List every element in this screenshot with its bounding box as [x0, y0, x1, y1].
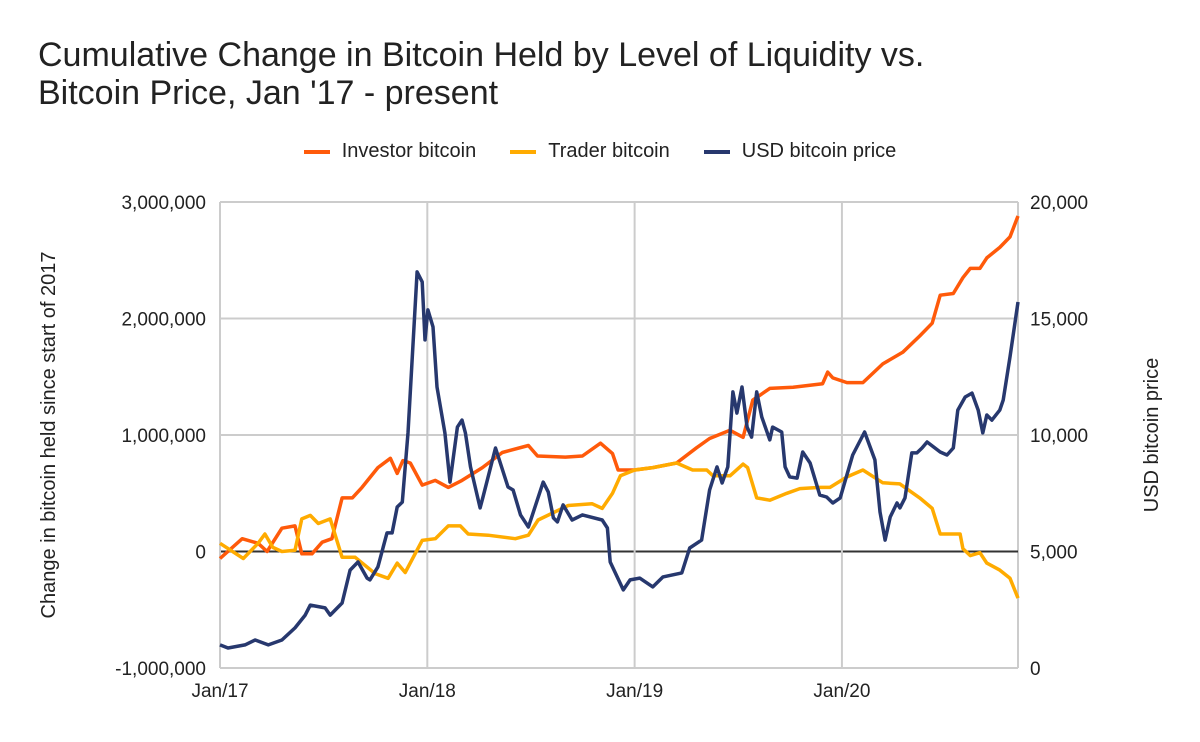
y2-tick-label: 0 — [1030, 659, 1041, 680]
x-tick-label: Jan/18 — [399, 681, 456, 702]
legend-label-price: USD bitcoin price — [741, 140, 897, 162]
gridlines — [219, 201, 1019, 669]
chart-title-line-1: Cumulative Change in Bitcoin Held by Lev… — [38, 36, 925, 74]
y2-tick-label: 10,000 — [1030, 426, 1088, 447]
y-tick-label: -1,000,000 — [115, 659, 206, 680]
legend-item-price: USD bitcoin price — [703, 140, 897, 163]
y-tick-label: 1,000,000 — [121, 426, 206, 447]
series-points-1 — [219, 462, 1019, 599]
legend-label-investor: Investor bitcoin — [341, 140, 477, 162]
y-tick-label: 2,000,000 — [121, 310, 206, 331]
y2-tick-label: 15,000 — [1030, 310, 1088, 331]
x-tick-label: Jan/20 — [813, 681, 870, 702]
y2-tick-label: 20,000 — [1030, 193, 1088, 214]
chart-title: Cumulative Change in Bitcoin Held by Lev… — [38, 36, 924, 112]
legend-label-trader: Trader bitcoin — [548, 140, 670, 162]
y-tick-label: 3,000,000 — [121, 193, 206, 214]
legend-swatch-price — [703, 149, 730, 154]
legend-swatch-investor — [303, 149, 330, 154]
legend-item-trader: Trader bitcoin — [510, 140, 670, 163]
x-tick-label: Jan/17 — [191, 681, 248, 702]
legend-item-investor: Investor bitcoin — [303, 140, 477, 163]
y-axis-title: Change in bitcoin held since start of 20… — [38, 252, 60, 619]
series-lines — [218, 215, 1020, 650]
x-tick-label: Jan/19 — [606, 681, 663, 702]
tick-labels: -1,000,000 0 1,000,000 2,000,000 3,000,000 0 5… — [115, 193, 1088, 702]
y2-axis-title: USD bitcoin price — [1141, 358, 1163, 513]
legend-swatch-trader — [510, 149, 537, 154]
y2-tick-label: 5,000 — [1030, 543, 1078, 564]
chart-title-line-2: Bitcoin Price, Jan '17 - present — [38, 74, 499, 112]
y-tick-label: 0 — [195, 543, 206, 564]
series-line-usd-bitcoin-price — [219, 270, 1020, 650]
series-points-2 — [219, 271, 1019, 649]
legend: Investor bitcoin Trader bitcoin USD bitc… — [0, 140, 1200, 163]
